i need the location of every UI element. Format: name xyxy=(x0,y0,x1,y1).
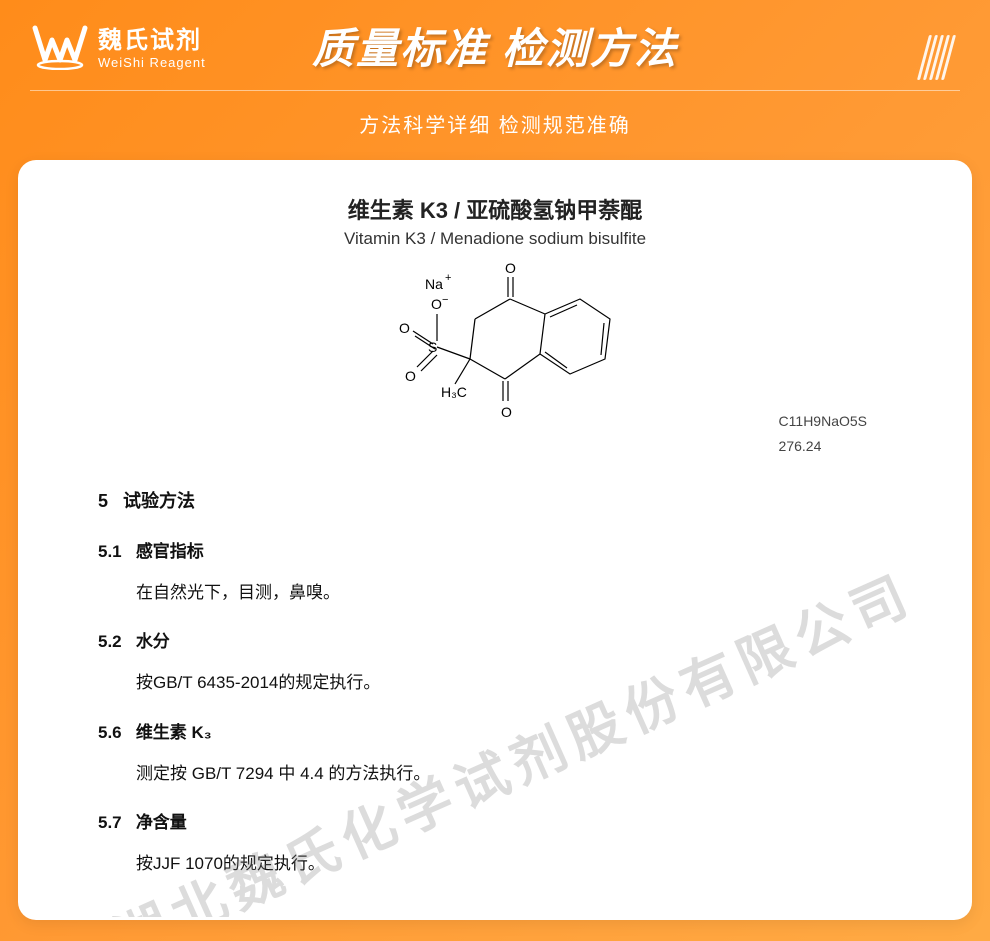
atom-o-bottom: O xyxy=(501,404,512,420)
logo-group: 魏氏试剂 WeiShi Reagent xyxy=(30,20,206,70)
sec-57-num: 5.7 xyxy=(98,813,122,832)
logo-en: WeiShi Reagent xyxy=(98,55,206,70)
atom-o-neg: O xyxy=(431,296,442,312)
atom-s: S xyxy=(428,339,437,355)
logo-cn: 魏氏试剂 xyxy=(98,20,206,55)
sec-56-num: 5.6 xyxy=(98,723,122,742)
sec-51-num: 5.1 xyxy=(98,542,122,561)
document-card: 维生素 K3 / 亚硫酸氢钠甲萘醌 Vitamin K3 / Menadione… xyxy=(18,160,972,920)
atom-na: Na xyxy=(425,276,443,292)
page-title: 质量标准 检测方法 xyxy=(312,15,678,76)
section-5-6: 5.6 维生素 K₃ xyxy=(98,719,892,746)
logo-text: 魏氏试剂 WeiShi Reagent xyxy=(98,20,206,70)
menu-icon[interactable] xyxy=(923,35,950,80)
section-5-1: 5.1 感官指标 xyxy=(98,538,892,565)
formula-box: C11H9NaO5S 276.24 xyxy=(779,409,867,459)
atom-plus: + xyxy=(445,272,451,284)
sec-56-body: 测定按 GB/T 7294 中 4.4 的方法执行。 xyxy=(98,760,892,787)
header-bar: 魏氏试剂 WeiShi Reagent 质量标准 检测方法 xyxy=(0,0,990,80)
atom-h3c: H₃C xyxy=(441,384,467,400)
sec-5-title: 试验方法 xyxy=(123,491,195,511)
atom-o-top: O xyxy=(505,260,516,276)
section-5-7: 5.7 净含量 xyxy=(98,809,892,836)
sec-51-body: 在自然光下，目测，鼻嗅。 xyxy=(98,579,892,606)
molecular-formula: C11H9NaO5S xyxy=(779,409,867,434)
atom-minus: − xyxy=(442,294,448,306)
sec-56-title: 维生素 K₃ xyxy=(136,723,212,742)
atom-o-s1: O xyxy=(399,320,410,336)
section-5-2: 5.2 水分 xyxy=(98,628,892,655)
sec-52-num: 5.2 xyxy=(98,632,122,651)
compound-title-cn: 维生素 K3 / 亚硫酸氢钠甲萘醌 xyxy=(38,193,952,225)
document-inner: 维生素 K3 / 亚硫酸氢钠甲萘醌 Vitamin K3 / Menadione… xyxy=(38,193,952,917)
structure-area: O O O O O − S H₃C Na + C11H9NaO5S 276.24 xyxy=(38,259,952,459)
sec-52-body: 按GB/T 6435-2014的规定执行。 xyxy=(98,669,892,696)
chemical-structure: O O O O O − S H₃C Na + xyxy=(355,259,635,459)
compound-title-en: Vitamin K3 / Menadione sodium bisulfite xyxy=(38,229,952,249)
section-5: 5 试验方法 xyxy=(98,487,892,516)
atom-o-s2: O xyxy=(405,368,416,384)
sec-52-title: 水分 xyxy=(136,632,170,651)
document-body: 5 试验方法 5.1 感官指标 在自然光下，目测，鼻嗅。 5.2 水分 按GB/… xyxy=(38,459,952,877)
molecular-weight: 276.24 xyxy=(779,434,867,459)
logo-icon xyxy=(30,20,90,70)
sec-57-body: 按JJF 1070的规定执行。 xyxy=(98,850,892,877)
sec-5-num: 5 xyxy=(98,491,108,511)
subtitle: 方法科学详细 检测规范准确 xyxy=(0,91,990,160)
sec-57-title: 净含量 xyxy=(136,813,187,832)
sec-51-title: 感官指标 xyxy=(136,542,204,561)
